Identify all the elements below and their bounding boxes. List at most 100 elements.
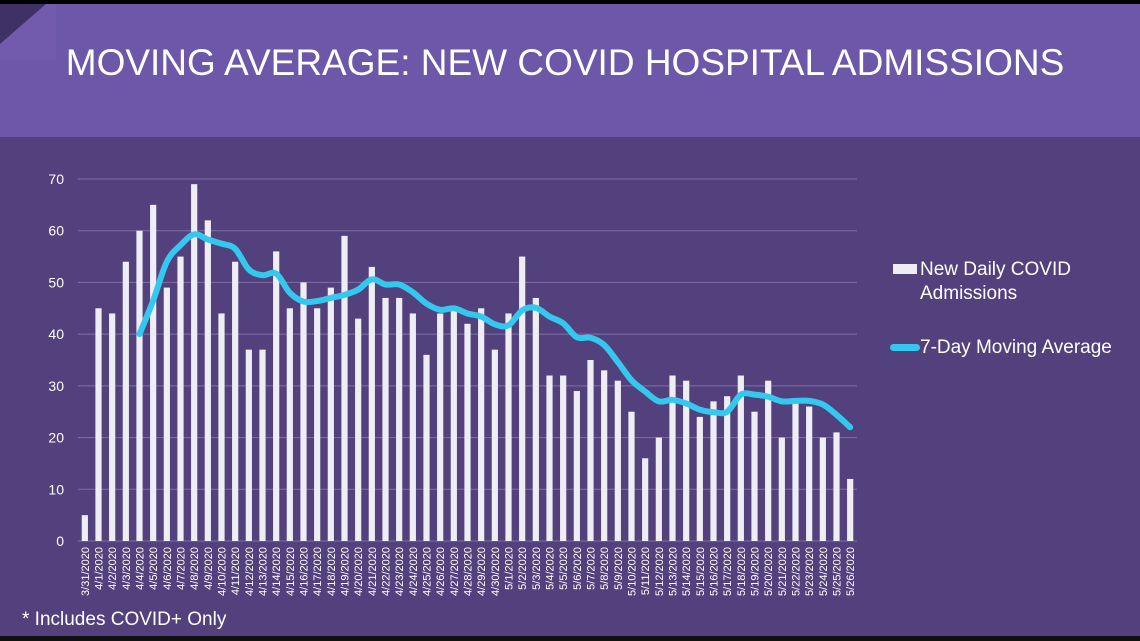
bar — [806, 406, 813, 541]
bar — [683, 380, 690, 541]
bar — [382, 297, 389, 541]
bar — [792, 401, 799, 541]
x-tick-label: 4/14/2020 — [271, 547, 283, 596]
legend-line-swatch — [890, 344, 920, 351]
x-tick-label: 4/26/2020 — [435, 547, 447, 596]
bar — [464, 323, 471, 541]
bar-series — [81, 184, 854, 541]
x-tick-label: 4/18/2020 — [326, 547, 338, 596]
x-tick-label: 5/13/2020 — [668, 547, 680, 596]
x-tick-label: 4/21/2020 — [367, 547, 379, 596]
admissions-chart: 0 10 20 30 40 50 60 70 3/31/2020 4/1/2020 4/2/202… — [48, 171, 857, 596]
bar — [218, 313, 225, 541]
x-tick-label: 5/12/2020 — [654, 547, 666, 596]
x-tick-label: 5/18/2020 — [736, 547, 748, 596]
x-tick-label: 4/16/2020 — [299, 547, 311, 596]
bar — [601, 370, 608, 541]
x-tick-label: 5/19/2020 — [750, 547, 762, 596]
x-tick-label: 5/9/2020 — [613, 547, 625, 590]
bar — [95, 308, 102, 541]
bar — [833, 432, 840, 541]
x-tick-label: 4/28/2020 — [463, 547, 475, 596]
x-tick-label: 5/8/2020 — [599, 547, 611, 590]
moving-average-series — [136, 231, 854, 431]
bar — [259, 349, 266, 541]
legend-bar-swatch — [893, 264, 917, 274]
bar — [177, 256, 184, 541]
x-tick-label: 4/24/2020 — [408, 547, 420, 596]
bar — [232, 261, 239, 541]
bar — [505, 313, 512, 541]
top-border — [0, 0, 1140, 4]
bottom-border — [0, 636, 1140, 641]
x-tick-label: 5/20/2020 — [763, 547, 775, 596]
x-tick-label: 5/2/2020 — [517, 547, 529, 590]
bar — [737, 375, 744, 541]
x-tick-label: 5/7/2020 — [586, 547, 598, 590]
bar — [286, 308, 293, 541]
y-tick-label: 10 — [48, 481, 64, 497]
y-tick-label: 30 — [48, 378, 64, 394]
bar — [245, 349, 252, 541]
x-tick-label: 4/17/2020 — [312, 547, 324, 596]
bar — [450, 308, 457, 541]
bar — [696, 416, 703, 541]
bar — [273, 251, 280, 541]
x-tick-label: 5/11/2020 — [640, 547, 652, 595]
moving-average-line — [136, 231, 854, 431]
bar — [546, 375, 553, 541]
x-tick-label: 5/23/2020 — [804, 547, 816, 596]
bar — [710, 401, 717, 541]
bar — [614, 380, 621, 541]
x-tick-label: 5/5/2020 — [558, 547, 570, 590]
bar — [628, 411, 635, 541]
x-tick-label: 4/8/2020 — [189, 547, 201, 590]
x-tick-label: 5/15/2020 — [695, 547, 707, 596]
x-tick-label: 4/15/2020 — [285, 547, 297, 596]
bar — [573, 391, 580, 541]
x-tick-label: 4/27/2020 — [449, 547, 461, 596]
x-tick-label: 4/2/2020 — [107, 547, 119, 590]
bar — [423, 354, 430, 541]
x-tick-label: 4/5/2020 — [148, 547, 160, 590]
y-axis-ticks: 0 10 20 30 40 50 60 70 — [48, 171, 64, 549]
bar — [655, 437, 662, 541]
x-tick-label: 5/22/2020 — [791, 547, 803, 596]
footnote: * Includes COVID+ Only — [22, 609, 227, 630]
bar — [81, 515, 88, 541]
x-tick-label: 4/29/2020 — [476, 547, 488, 596]
x-tick-label: 4/12/2020 — [244, 547, 256, 596]
bar — [396, 297, 403, 541]
x-tick-label: 5/17/2020 — [722, 547, 734, 596]
bar — [327, 287, 334, 541]
x-tick-label: 4/7/2020 — [176, 547, 188, 590]
x-tick-label: 4/30/2020 — [490, 547, 502, 596]
bar — [150, 204, 157, 541]
x-tick-label: 5/26/2020 — [845, 547, 857, 596]
x-tick-label: 4/11/2020 — [230, 547, 242, 595]
x-tick-label: 5/25/2020 — [832, 547, 844, 596]
x-tick-label: 5/16/2020 — [709, 547, 721, 596]
bar — [765, 380, 772, 541]
x-tick-label: 4/25/2020 — [422, 547, 434, 596]
x-tick-label: 4/22/2020 — [381, 547, 393, 596]
x-tick-label: 4/9/2020 — [203, 547, 215, 590]
x-tick-label: 5/4/2020 — [545, 547, 557, 590]
x-tick-label: 5/6/2020 — [572, 547, 584, 590]
bar — [437, 313, 444, 541]
x-tick-label: 5/21/2020 — [777, 547, 789, 596]
corner-fold-decoration — [0, 4, 56, 60]
bar — [819, 437, 826, 541]
x-tick-label: 4/23/2020 — [394, 547, 406, 596]
x-tick-label: 5/10/2020 — [627, 547, 639, 596]
bar — [478, 308, 485, 541]
bar — [409, 313, 416, 541]
x-tick-label: 5/1/2020 — [504, 547, 516, 590]
x-tick-label: 3/31/2020 — [80, 547, 92, 596]
y-tick-label: 40 — [48, 326, 64, 342]
bar — [191, 184, 198, 541]
title-banner — [0, 4, 1140, 137]
y-tick-label: 50 — [48, 274, 64, 290]
bar — [355, 318, 362, 541]
legend-label-daily: New Daily COVID Admissions — [920, 259, 1071, 304]
